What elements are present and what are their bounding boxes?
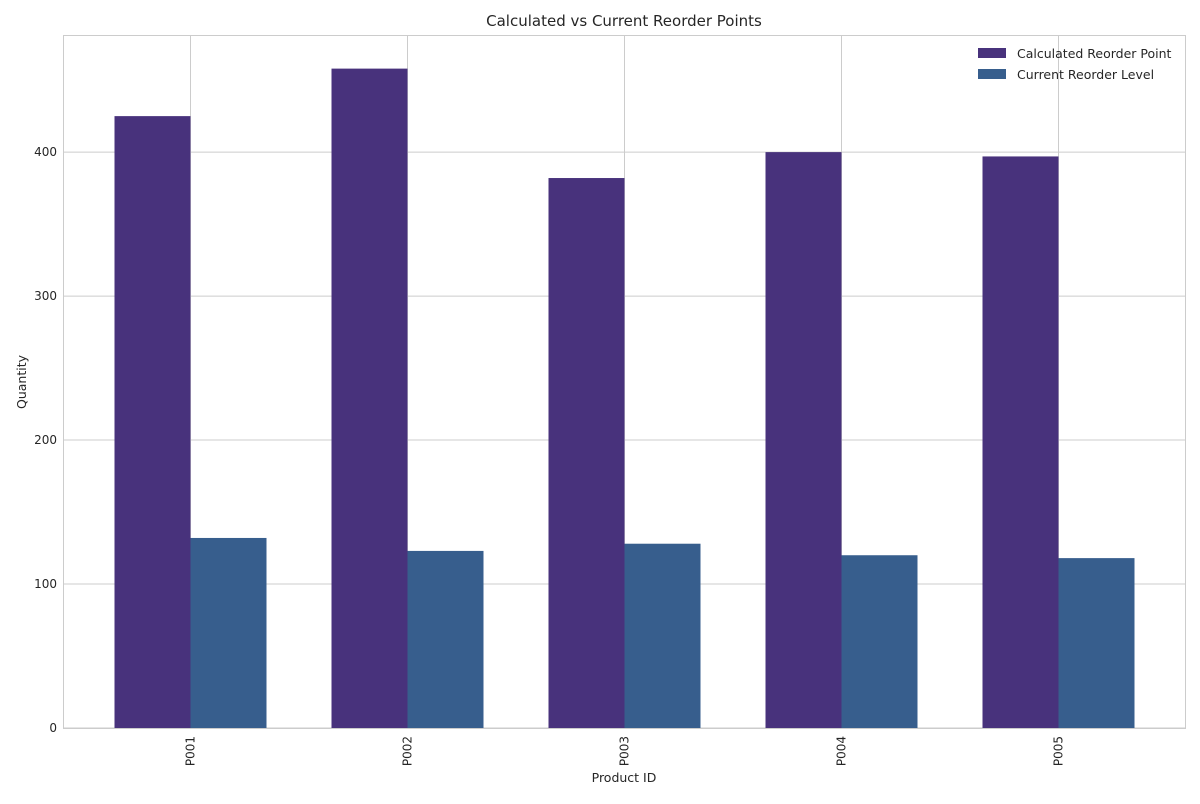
y-tick-label: 100 <box>34 577 57 591</box>
bar-current-p002 <box>407 550 484 728</box>
legend-swatch-calculated <box>978 48 1006 58</box>
y-tick-label: 300 <box>34 289 57 303</box>
y-tick-label: 400 <box>34 145 57 159</box>
bar-calculated-p003 <box>548 178 625 728</box>
bar-current-p001 <box>190 537 267 728</box>
bar-current-p004 <box>841 555 918 728</box>
legend-label-current: Current Reorder Level <box>1017 67 1154 82</box>
x-axis-title: Product ID <box>592 770 657 785</box>
x-tick-label: P005 <box>1052 736 1066 766</box>
legend-swatch-current <box>978 69 1006 79</box>
legend-label-calculated: Calculated Reorder Point <box>1017 46 1172 61</box>
bar-calculated-p001 <box>114 116 191 728</box>
y-tick-label: 200 <box>34 433 57 447</box>
x-tick-label: P001 <box>184 736 198 766</box>
bar-current-p005 <box>1058 558 1135 728</box>
x-tick-label: P002 <box>401 736 415 766</box>
bar-calculated-p004 <box>765 152 842 728</box>
bar-calculated-p002 <box>331 68 408 729</box>
bar-current-p003 <box>624 543 701 728</box>
y-tick-label: 0 <box>49 721 57 735</box>
plot-frame <box>63 35 1186 729</box>
x-tick-label: P003 <box>618 736 632 766</box>
legend: Calculated Reorder Point Current Reorder… <box>978 46 1172 82</box>
chart-title: Calculated vs Current Reorder Points <box>486 12 762 30</box>
y-axis-title: Quantity <box>14 354 29 409</box>
x-tick-label: P004 <box>835 736 849 766</box>
bars <box>114 68 1135 729</box>
y-axis-ticks: 0 100 200 300 400 <box>34 145 57 735</box>
bar-calculated-p005 <box>982 156 1059 728</box>
x-axis-ticks: P001 P002 P003 P004 P005 <box>184 736 1066 766</box>
